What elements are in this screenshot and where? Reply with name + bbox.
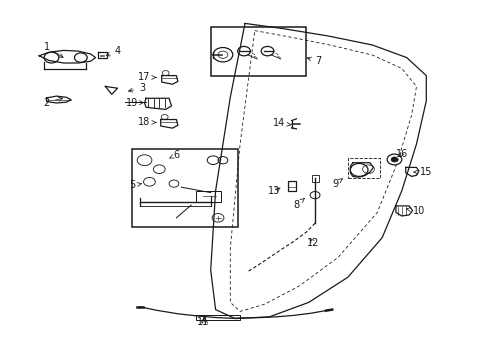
Bar bbox=[196, 315, 240, 320]
Text: 1: 1 bbox=[44, 42, 63, 58]
Text: 12: 12 bbox=[307, 238, 320, 248]
Text: 3: 3 bbox=[128, 83, 145, 93]
Bar bbox=[196, 191, 220, 202]
Text: 16: 16 bbox=[395, 149, 408, 159]
Bar bbox=[211, 27, 306, 76]
Text: 7: 7 bbox=[307, 56, 321, 66]
Text: 4: 4 bbox=[106, 46, 121, 56]
Bar bbox=[288, 181, 296, 191]
Text: 8: 8 bbox=[294, 198, 304, 210]
Text: 2: 2 bbox=[44, 97, 63, 108]
Text: 14: 14 bbox=[273, 118, 291, 128]
Text: 17: 17 bbox=[138, 72, 156, 82]
Text: 18: 18 bbox=[138, 117, 156, 127]
Text: 9: 9 bbox=[333, 179, 343, 189]
Text: 5: 5 bbox=[129, 180, 141, 190]
Text: 13: 13 bbox=[269, 186, 280, 196]
Text: 10: 10 bbox=[407, 206, 425, 216]
Bar bbox=[348, 158, 380, 178]
Text: 19: 19 bbox=[126, 98, 144, 108]
Bar bbox=[132, 149, 238, 227]
Circle shape bbox=[392, 157, 397, 162]
Bar bbox=[312, 175, 318, 182]
Text: 15: 15 bbox=[414, 167, 433, 177]
Text: 11: 11 bbox=[197, 317, 210, 327]
Text: 6: 6 bbox=[170, 150, 179, 160]
